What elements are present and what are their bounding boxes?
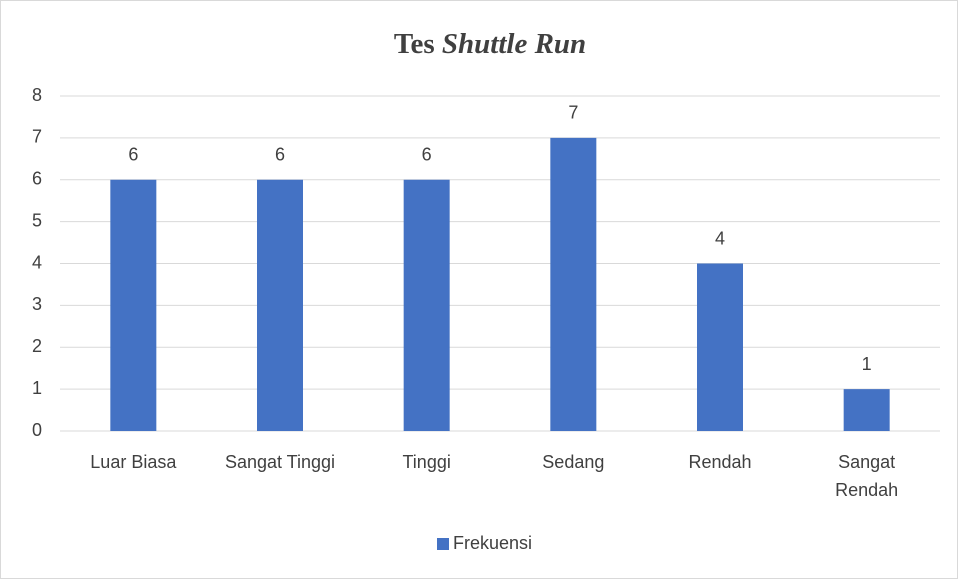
data-label: 6 [422,145,432,165]
x-tick-label: Sangat Tinggi [225,452,335,472]
y-tick-label: 5 [32,210,42,230]
y-tick-label: 0 [32,420,42,440]
x-tick-label: Sangat Rendah [835,452,898,500]
chart-title: Tes Shuttle Run [394,28,586,60]
x-tick-label: Rendah [688,452,751,472]
x-tick-label: Sedang [542,452,604,472]
data-label: 6 [275,145,285,165]
data-label: 7 [568,103,578,123]
y-tick-label: 8 [32,85,42,105]
y-tick-label: 7 [32,127,42,147]
y-tick-label: 1 [32,378,42,398]
data-label: 1 [862,354,872,374]
data-label: 6 [128,145,138,165]
bar [697,263,743,431]
y-tick-label: 6 [32,169,42,189]
y-tick-label: 3 [32,294,42,314]
bar [110,179,157,431]
y-tick-label: 2 [32,336,42,356]
legend-label: Frekuensi [453,533,532,553]
bar [843,389,890,431]
y-tick-label: 4 [32,252,42,272]
x-tick-label: Luar Biasa [90,452,177,472]
bar [403,179,450,431]
data-label: 4 [715,228,725,248]
bar [257,179,303,431]
x-tick-label: Tinggi [402,452,450,472]
legend-swatch [437,538,449,550]
bar [550,137,597,431]
